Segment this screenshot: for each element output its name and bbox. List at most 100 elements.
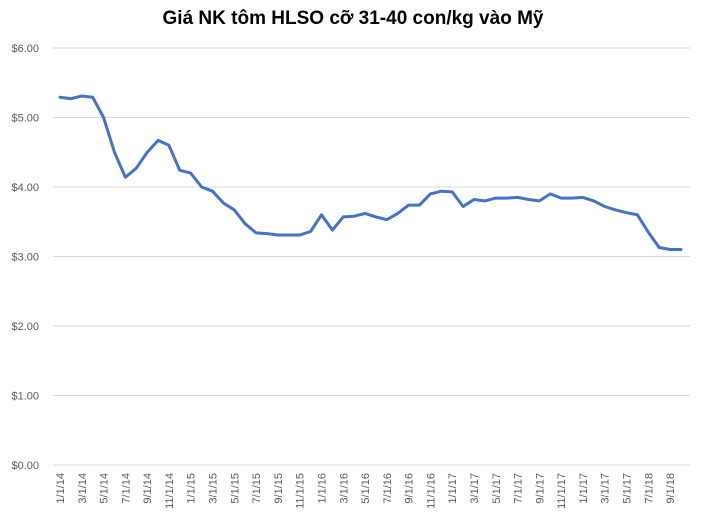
data-point: [472, 198, 476, 201]
x-tick-label: 11/1/14: [164, 473, 176, 509]
x-tick-label: 1/1/15: [186, 473, 198, 504]
x-tick-label: 9/1/14: [142, 473, 154, 504]
x-tick-label: 11/1/15: [295, 473, 307, 509]
data-point: [581, 196, 585, 199]
data-point: [244, 222, 247, 226]
x-tick-label: 7/1/14: [120, 473, 132, 504]
x-tick-label: 5/1/14: [99, 473, 111, 504]
y-tick-label: $1.00: [11, 391, 39, 403]
data-point: [527, 198, 530, 201]
data-point: [102, 116, 105, 119]
x-tick-label: 7/1/18: [643, 473, 655, 504]
x-tick-label: 7/1/17: [513, 473, 525, 504]
data-point: [91, 96, 94, 99]
data-point: [374, 215, 378, 219]
data-point: [483, 199, 487, 203]
data-point: [505, 196, 508, 200]
data-point: [200, 185, 203, 189]
data-point: [363, 212, 367, 215]
data-point: [407, 203, 410, 207]
x-tick-label: 5/1/17: [622, 473, 634, 504]
data-point: [69, 97, 73, 100]
y-tick-label: $0.00: [11, 460, 39, 472]
data-point: [516, 196, 519, 199]
data-point: [538, 199, 541, 203]
data-point: [178, 169, 182, 172]
x-axis-ticks: 1/1/14 3/1/14 5/1/14 7/1/14 9/1/14 11/1/14 1/1…: [55, 473, 677, 509]
series-line: [58, 94, 683, 251]
data-point: [167, 144, 171, 147]
data-point: [156, 139, 160, 142]
data-point: [461, 205, 465, 208]
x-tick-label: 1/1/14: [55, 473, 67, 504]
data-point: [342, 215, 345, 219]
data-point: [668, 248, 672, 251]
data-point: [80, 94, 83, 98]
x-tick-label: 5/1/15: [229, 473, 241, 504]
x-tick-label: 11/1/16: [425, 473, 437, 509]
data-point: [614, 208, 617, 212]
data-point: [298, 233, 301, 237]
y-tick-label: $5.00: [11, 113, 39, 125]
data-point: [211, 189, 214, 193]
x-tick-label: 3/1/14: [77, 473, 89, 504]
data-point: [287, 233, 290, 237]
x-tick-label: 3/1/17: [600, 473, 612, 504]
data-point: [625, 211, 628, 214]
x-tick-label: 1/1/17: [447, 473, 459, 504]
data-point: [549, 192, 552, 196]
data-point: [658, 246, 661, 249]
data-point: [440, 189, 443, 193]
y-axis-ticks: $0.00 $1.00 $2.00 $3.00 $4.00 $5.00 $6.00: [11, 43, 39, 472]
x-tick-label: 9/1/15: [273, 473, 285, 504]
data-point: [559, 196, 563, 200]
data-point: [451, 190, 454, 194]
x-tick-label: 1/1/16: [316, 473, 328, 504]
x-tick-label: 3/1/17: [469, 473, 481, 504]
data-point: [189, 171, 192, 175]
data-point: [647, 230, 650, 234]
x-tick-label: 7/1/16: [382, 473, 394, 504]
x-tick-label: 11/1/17: [556, 473, 568, 509]
data-point: [679, 248, 683, 251]
data-point: [603, 205, 606, 208]
y-tick-label: $3.00: [11, 252, 39, 264]
x-tick-label: 9/1/16: [404, 473, 416, 504]
y-tick-label: $4.00: [11, 182, 39, 194]
data-point: [385, 218, 389, 221]
x-tick-label: 9/1/18: [665, 473, 677, 504]
data-point: [320, 213, 323, 216]
data-point: [418, 203, 421, 207]
chart-title: Giá NK tôm HLSO cỡ 31-40 con/kg vào Mỹ: [162, 8, 544, 29]
gridlines: [53, 47, 690, 466]
data-point: [396, 212, 399, 215]
data-point: [570, 196, 574, 200]
data-point: [429, 192, 432, 196]
x-tick-label: 3/1/16: [338, 473, 350, 504]
data-point: [636, 213, 639, 216]
data-point: [494, 196, 497, 200]
y-tick-label: $2.00: [11, 321, 39, 333]
x-tick-label: 7/1/15: [251, 473, 263, 504]
x-tick-label: 3/1/15: [208, 473, 220, 504]
x-tick-label: 5/1/16: [360, 473, 372, 504]
series-layer: [58, 94, 683, 251]
data-point: [113, 151, 116, 154]
data-point: [276, 233, 280, 237]
data-point: [592, 199, 596, 203]
data-point: [145, 151, 149, 154]
data-point: [265, 232, 269, 235]
x-tick-label: 1/1/17: [578, 473, 590, 504]
data-point: [254, 231, 258, 235]
x-tick-label: 9/1/17: [534, 473, 546, 504]
y-tick-label: $6.00: [11, 43, 39, 55]
x-tick-label: 5/1/17: [491, 473, 503, 504]
data-point: [222, 201, 225, 205]
data-point: [58, 96, 62, 99]
data-point: [331, 228, 334, 232]
data-point: [135, 167, 138, 170]
data-point: [352, 214, 356, 218]
data-point: [233, 208, 236, 212]
data-point: [309, 230, 312, 233]
